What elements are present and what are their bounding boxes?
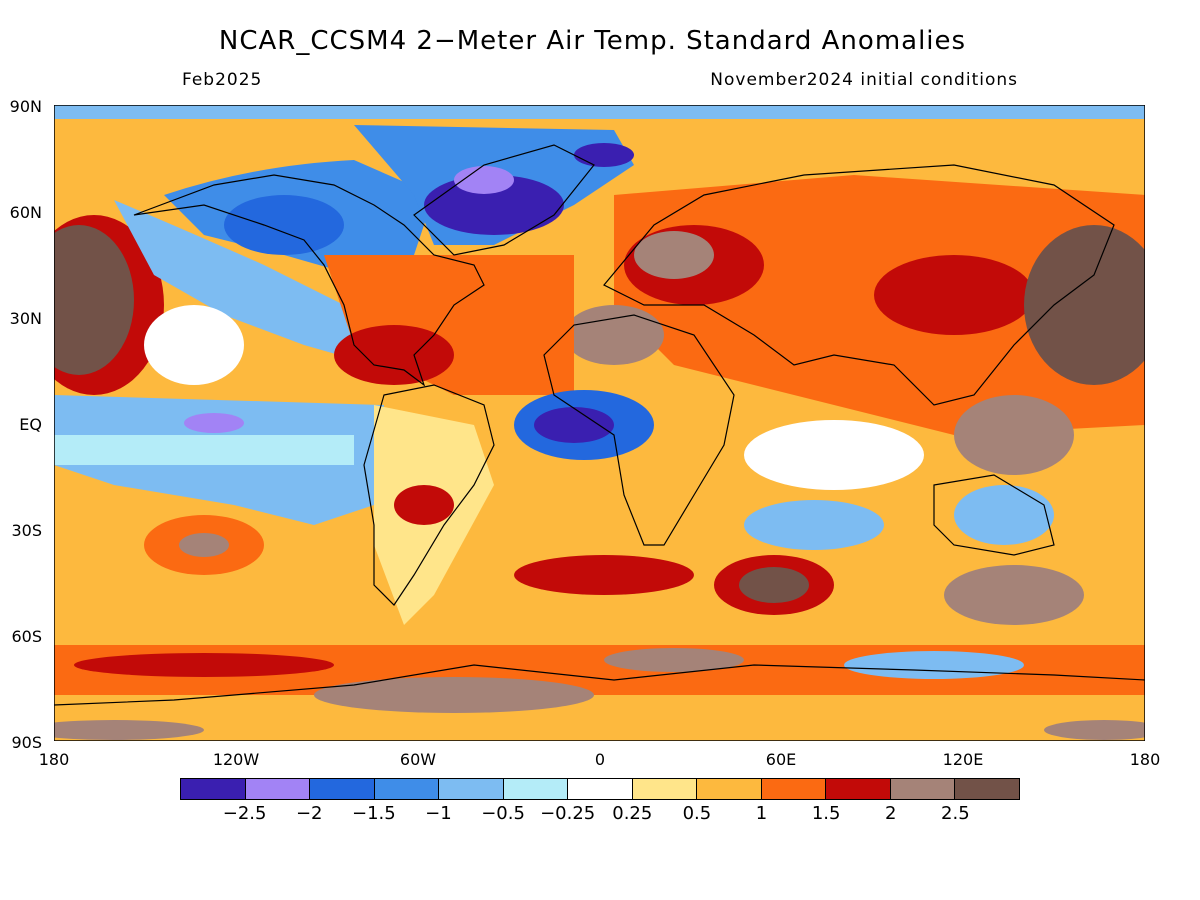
color-swatch: [568, 778, 633, 800]
anomaly-region: [954, 485, 1054, 545]
anomaly-region: [394, 485, 454, 525]
anomaly-region: [224, 195, 344, 255]
south-america-coast: [363, 384, 495, 606]
anomaly-region: [179, 533, 229, 557]
antarctica-coast: [54, 664, 1145, 706]
lon-label-180w: 180: [38, 750, 70, 769]
color-scale-label: 2: [885, 803, 897, 824]
lon-label-60w: 60W: [399, 750, 437, 769]
color-swatch: [697, 778, 762, 800]
anomaly-region: [954, 395, 1074, 475]
anomaly-region: [744, 420, 924, 490]
anomaly-region: [54, 435, 354, 465]
anomaly-region: [744, 500, 884, 550]
color-swatch: [310, 778, 375, 800]
lat-label-90n: 90N: [9, 97, 42, 116]
color-swatch: [180, 778, 246, 800]
color-swatch: [890, 778, 956, 800]
anomaly-region: [424, 175, 564, 235]
color-swatch: [439, 778, 504, 800]
anomaly-region: [634, 231, 714, 279]
lon-label-120w: 120W: [212, 750, 260, 769]
anomaly-region: [454, 166, 514, 194]
color-swatch: [632, 778, 698, 800]
color-scale-label: 1: [755, 803, 768, 824]
color-scale-label: −2: [295, 803, 323, 824]
anomaly-region: [184, 413, 244, 433]
anomaly-region: [74, 653, 334, 677]
color-swatch: [245, 778, 311, 800]
color-scale-label: −1: [425, 803, 452, 824]
color-scale-label: −0.5: [481, 803, 525, 824]
anomaly-region: [314, 677, 594, 713]
anomaly-region: [114, 200, 374, 365]
lon-label-120e: 120E: [942, 750, 984, 769]
color-scale-label: 1.5: [811, 803, 841, 824]
color-scale-label: −0.25: [540, 803, 596, 824]
anomaly-region: [1024, 225, 1145, 385]
lon-label-0: 0: [594, 750, 606, 769]
anomaly-region: [574, 143, 634, 167]
coastlines: [54, 144, 1145, 706]
lon-label-60e: 60E: [765, 750, 797, 769]
color-scale-label: −2.5: [222, 803, 267, 824]
anomaly-region: [739, 567, 809, 603]
anomaly-region: [54, 105, 1145, 119]
color-scale-label: 0.5: [682, 803, 712, 824]
anomaly-region: [874, 255, 1034, 335]
color-swatch: [826, 778, 891, 800]
anomaly-region: [54, 720, 204, 740]
init-conditions-label: November2024 initial conditions: [710, 70, 1018, 90]
color-scale-label: −1.5: [351, 803, 396, 824]
lat-label-90s: 90S: [11, 733, 42, 752]
lat-label-30n: 30N: [9, 309, 42, 328]
anomaly-region: [604, 648, 744, 672]
lat-label-60s: 60S: [11, 627, 42, 646]
lat-label-60n: 60N: [9, 203, 42, 222]
lat-label-30s: 30S: [11, 521, 42, 540]
lat-label-eq: EQ: [19, 415, 42, 434]
africa-coast: [543, 314, 735, 546]
anomaly-region: [54, 225, 134, 375]
color-scale-label: 2.5: [941, 803, 970, 824]
color-swatch: [503, 778, 569, 800]
color-swatch: [374, 778, 440, 800]
lon-label-180e: 180: [1129, 750, 1161, 769]
eurasia-coast: [603, 164, 1115, 406]
greenland-coast: [413, 144, 595, 256]
color-swatch: [955, 778, 1020, 800]
anomaly-region: [514, 555, 694, 595]
anomaly-region: [944, 565, 1084, 625]
valid-period-label: Feb2025: [182, 70, 263, 90]
map-title: NCAR_CCSM4 2−Meter Air Temp. Standard An…: [218, 26, 967, 56]
anomaly-region: [534, 407, 614, 443]
anomaly-region: [54, 695, 1145, 741]
anomaly-region: [334, 325, 454, 385]
color-scale-bar: [180, 778, 1020, 800]
anomaly-region: [564, 305, 664, 365]
color-swatch: [761, 778, 827, 800]
anomaly-region: [144, 305, 244, 385]
temperature-anomaly-map: [54, 105, 1145, 741]
color-scale-label: 0.25: [612, 803, 653, 824]
anomaly-region: [1044, 720, 1145, 740]
north-america-coast: [133, 174, 485, 387]
australia-coast: [933, 474, 1055, 556]
anomaly-region: [844, 651, 1024, 679]
